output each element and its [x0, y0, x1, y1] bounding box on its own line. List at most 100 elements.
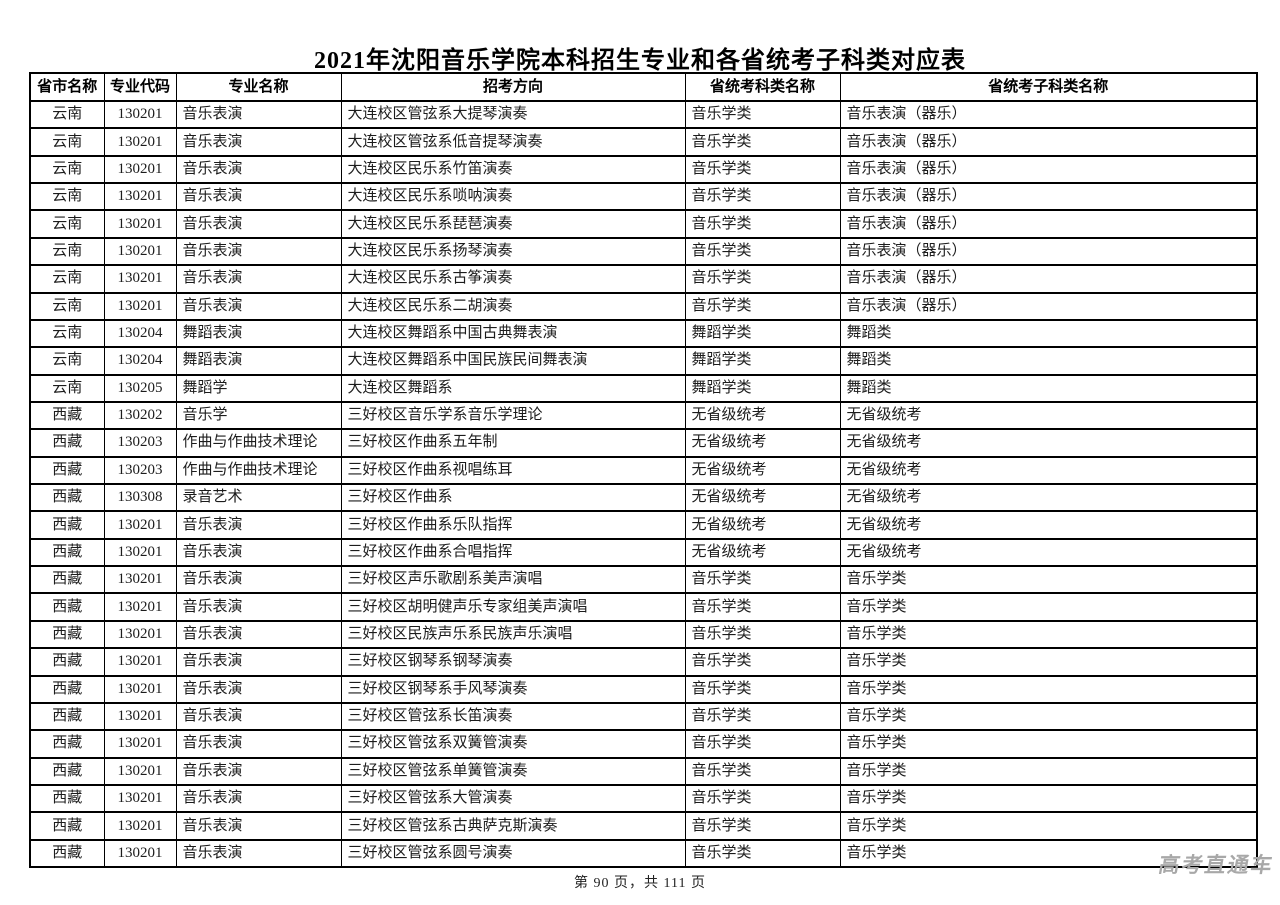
cell-exam-category: 音乐学类	[684, 127, 841, 157]
cell-direction: 三好校区作曲系乐队指挥	[340, 510, 686, 540]
cell-major-name: 音乐表演	[175, 674, 342, 704]
cell-major-name: 音乐表演	[175, 182, 342, 212]
cell-major-code: 130201	[103, 647, 177, 677]
cell-direction: 三好校区管弦系双簧管演奏	[340, 729, 686, 759]
cell-exam-subcategory: 音乐表演（器乐）	[839, 99, 1258, 130]
cell-direction: 大连校区民乐系竹笛演奏	[340, 154, 686, 185]
cell-major-name: 音乐表演	[175, 99, 342, 130]
table-row: 西藏 130203 作曲与作曲技术理论 三好校区作曲系视唱练耳 无省级统考 无省级统考	[29, 455, 1258, 486]
cell-exam-category: 无省级统考	[684, 537, 841, 568]
cell-major-code: 130201	[103, 99, 177, 130]
cell-province: 西藏	[29, 483, 105, 513]
cell-direction: 三好校区作曲系合唱指挥	[340, 537, 686, 568]
table-row: 西藏 130308 录音艺术 三好校区作曲系 无省级统考 无省级统考	[29, 483, 1258, 513]
cell-direction: 三好校区管弦系大管演奏	[340, 783, 686, 814]
cell-major-code: 130204	[103, 318, 177, 349]
cell-major-code: 130201	[103, 783, 177, 814]
col-header-major-name: 专业名称	[175, 72, 342, 102]
cell-exam-subcategory: 音乐学类	[839, 811, 1258, 841]
cell-exam-subcategory: 音乐学类	[839, 729, 1258, 759]
table-row: 云南 130205 舞蹈学 大连校区舞蹈系 舞蹈学类 舞蹈类	[29, 373, 1258, 403]
cell-province: 西藏	[29, 838, 105, 869]
cell-major-code: 130201	[103, 209, 177, 239]
cell-major-name: 音乐表演	[175, 811, 342, 841]
cell-province: 云南	[29, 264, 105, 294]
cell-direction: 三好校区音乐学系音乐学理论	[340, 400, 686, 431]
table-row: 西藏 130201 音乐表演 三好校区胡明健声乐专家组美声演唱 音乐学类 音乐学类	[29, 592, 1258, 622]
cell-exam-category: 音乐学类	[684, 209, 841, 239]
cell-major-name: 音乐表演	[175, 838, 342, 869]
table-row: 云南 130201 音乐表演 大连校区管弦系大提琴演奏 音乐学类 音乐表演（器乐）	[29, 99, 1258, 130]
cell-province: 云南	[29, 318, 105, 349]
table-row: 西藏 130201 音乐表演 三好校区管弦系长笛演奏 音乐学类 音乐学类	[29, 701, 1258, 732]
cell-exam-subcategory: 音乐表演（器乐）	[839, 154, 1258, 185]
table-row: 西藏 130201 音乐表演 三好校区声乐歌剧系美声演唱 音乐学类 音乐学类	[29, 565, 1258, 595]
cell-direction: 三好校区民族声乐系民族声乐演唱	[340, 619, 686, 650]
cell-exam-category: 音乐学类	[684, 701, 841, 732]
cell-exam-subcategory: 音乐表演（器乐）	[839, 236, 1258, 267]
page-title: 2021年沈阳音乐学院本科招生专业和各省统考子科类对应表	[314, 48, 966, 74]
cell-province: 西藏	[29, 783, 105, 814]
cell-exam-subcategory: 音乐表演（器乐）	[839, 127, 1258, 157]
cell-exam-category: 音乐学类	[684, 565, 841, 595]
cell-exam-category: 音乐学类	[684, 674, 841, 704]
table-row: 云南 130201 音乐表演 大连校区民乐系竹笛演奏 音乐学类 音乐表演（器乐）	[29, 154, 1258, 185]
cell-major-code: 130201	[103, 154, 177, 185]
cell-exam-category: 无省级统考	[684, 483, 841, 513]
cell-major-name: 音乐表演	[175, 291, 342, 321]
cell-major-code: 130201	[103, 510, 177, 540]
cell-province: 西藏	[29, 510, 105, 540]
cell-major-name: 音乐表演	[175, 264, 342, 294]
cell-province: 西藏	[29, 647, 105, 677]
cell-exam-category: 舞蹈学类	[684, 346, 841, 376]
cell-direction: 三好校区管弦系圆号演奏	[340, 838, 686, 869]
cell-major-code: 130203	[103, 428, 177, 458]
table-row: 云南 130201 音乐表演 大连校区民乐系琵琶演奏 音乐学类 音乐表演（器乐）	[29, 209, 1258, 239]
table-row: 云南 130204 舞蹈表演 大连校区舞蹈系中国民族民间舞表演 舞蹈学类 舞蹈类	[29, 346, 1258, 376]
cell-direction: 大连校区管弦系低音提琴演奏	[340, 127, 686, 157]
cell-direction: 三好校区管弦系古典萨克斯演奏	[340, 811, 686, 841]
cell-exam-category: 音乐学类	[684, 291, 841, 321]
cell-exam-category: 音乐学类	[684, 811, 841, 841]
col-header-exam-category: 省统考科类名称	[684, 72, 841, 102]
cell-exam-category: 无省级统考	[684, 428, 841, 458]
cell-direction: 大连校区舞蹈系中国古典舞表演	[340, 318, 686, 349]
cell-province: 西藏	[29, 428, 105, 458]
cell-major-code: 130204	[103, 346, 177, 376]
cell-exam-subcategory: 音乐表演（器乐）	[839, 264, 1258, 294]
cell-exam-subcategory: 音乐学类	[839, 701, 1258, 732]
table-row: 云南 130201 音乐表演 大连校区管弦系低音提琴演奏 音乐学类 音乐表演（器乐）	[29, 127, 1258, 157]
table-row: 西藏 130201 音乐表演 三好校区管弦系圆号演奏 音乐学类 音乐学类	[29, 838, 1258, 869]
cell-exam-category: 音乐学类	[684, 236, 841, 267]
cell-exam-subcategory: 音乐学类	[839, 674, 1258, 704]
cell-exam-subcategory: 音乐表演（器乐）	[839, 291, 1258, 321]
col-header-direction: 招考方向	[340, 72, 686, 102]
cell-major-code: 130205	[103, 373, 177, 403]
cell-direction: 大连校区民乐系古筝演奏	[340, 264, 686, 294]
table-row: 西藏 130201 音乐表演 三好校区民族声乐系民族声乐演唱 音乐学类 音乐学类	[29, 619, 1258, 650]
cell-major-code: 130201	[103, 127, 177, 157]
table-row: 西藏 130203 作曲与作曲技术理论 三好校区作曲系五年制 无省级统考 无省级统考	[29, 428, 1258, 458]
cell-direction: 大连校区民乐系琵琶演奏	[340, 209, 686, 239]
cell-province: 西藏	[29, 811, 105, 841]
cell-major-code: 130201	[103, 565, 177, 595]
cell-exam-category: 音乐学类	[684, 783, 841, 814]
table-row: 西藏 130201 音乐表演 三好校区钢琴系钢琴演奏 音乐学类 音乐学类	[29, 647, 1258, 677]
cell-major-name: 音乐表演	[175, 647, 342, 677]
cell-major-name: 作曲与作曲技术理论	[175, 428, 342, 458]
cell-direction: 大连校区舞蹈系	[340, 373, 686, 403]
cell-province: 西藏	[29, 455, 105, 486]
cell-province: 云南	[29, 127, 105, 157]
table-row: 西藏 130201 音乐表演 三好校区作曲系乐队指挥 无省级统考 无省级统考	[29, 510, 1258, 540]
cell-major-name: 音乐表演	[175, 783, 342, 814]
cell-province: 云南	[29, 373, 105, 403]
cell-major-name: 音乐表演	[175, 154, 342, 185]
cell-exam-category: 音乐学类	[684, 182, 841, 212]
cell-major-code: 130202	[103, 400, 177, 431]
cell-direction: 大连校区民乐系扬琴演奏	[340, 236, 686, 267]
cell-major-code: 130201	[103, 729, 177, 759]
table-row: 西藏 130201 音乐表演 三好校区作曲系合唱指挥 无省级统考 无省级统考	[29, 537, 1258, 568]
cell-major-code: 130201	[103, 291, 177, 321]
cell-major-code: 130201	[103, 592, 177, 622]
cell-direction: 大连校区舞蹈系中国民族民间舞表演	[340, 346, 686, 376]
